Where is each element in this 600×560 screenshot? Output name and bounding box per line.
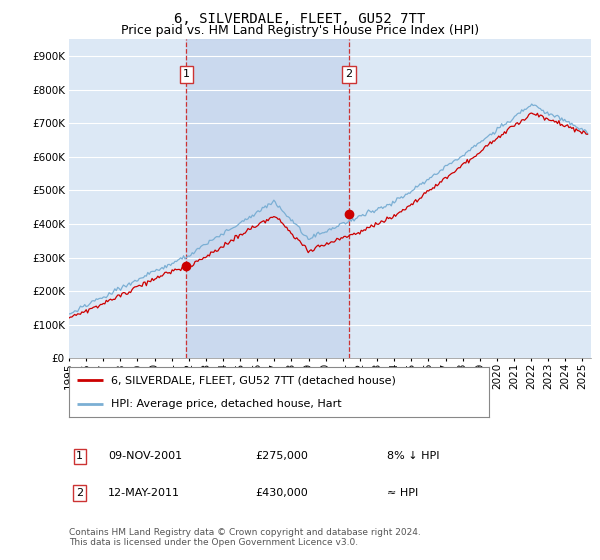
Text: Contains HM Land Registry data © Crown copyright and database right 2024.
This d: Contains HM Land Registry data © Crown c… [69,528,421,547]
Bar [187,39,349,358]
Text: 12-MAY-2011: 12-MAY-2011 [108,488,180,498]
Text: 09-NOV-2001: 09-NOV-2001 [108,451,182,461]
Text: 1: 1 [76,451,83,461]
Text: 1: 1 [183,69,190,80]
Text: Price paid vs. HM Land Registry's House Price Index (HPI): Price paid vs. HM Land Registry's House … [121,24,479,36]
Text: ≈ HPI: ≈ HPI [387,488,418,498]
Text: HPI: Average price, detached house, Hart: HPI: Average price, detached house, Hart [111,399,341,409]
Text: 8% ↓ HPI: 8% ↓ HPI [387,451,439,461]
Text: 2: 2 [346,69,353,80]
Text: £275,000: £275,000 [255,451,308,461]
Text: 2: 2 [76,488,83,498]
Text: £430,000: £430,000 [255,488,308,498]
Text: 6, SILVERDALE, FLEET, GU52 7TT (detached house): 6, SILVERDALE, FLEET, GU52 7TT (detached… [111,375,396,385]
Text: 6, SILVERDALE, FLEET, GU52 7TT: 6, SILVERDALE, FLEET, GU52 7TT [175,12,425,26]
